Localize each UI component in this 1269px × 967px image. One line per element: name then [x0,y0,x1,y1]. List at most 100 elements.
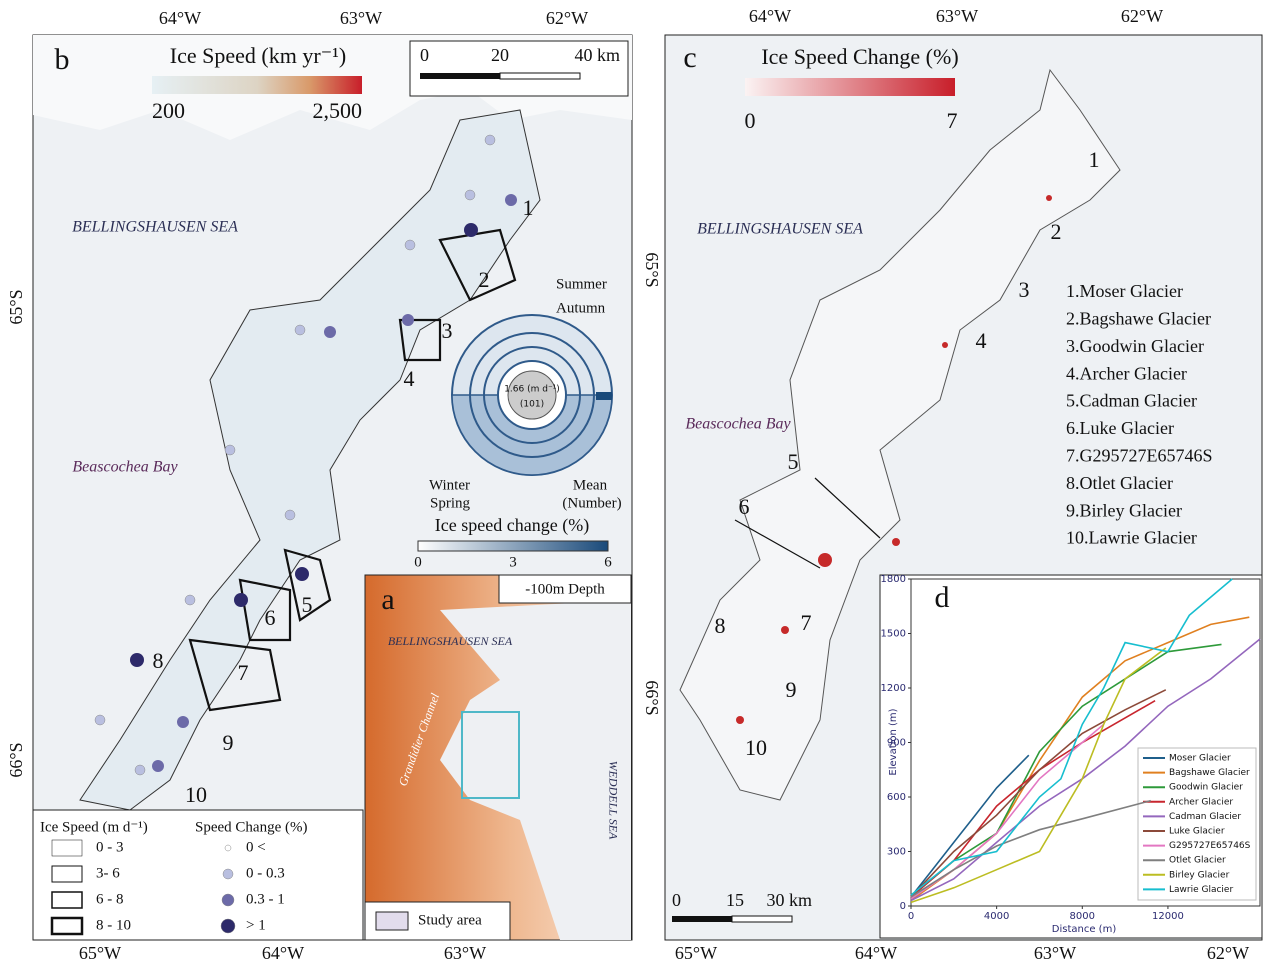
label: c [683,41,696,74]
change-colorbar [745,78,955,96]
label: 2 [479,267,490,292]
label: 0 < [246,839,266,855]
series-line [910,689,1167,898]
scale-bar [499,72,581,80]
scale-bar [672,916,732,922]
label: 64°W [855,943,897,963]
scale-bar [731,915,793,923]
label: 3 [1019,277,1030,302]
arrows [734,477,881,569]
series-line [910,754,1030,898]
label: 64°W [262,943,304,963]
label: 7 [238,660,249,685]
label: 65°S [642,252,662,287]
label: 5 [788,449,799,474]
label: 62°W [546,8,588,28]
label: 6 [604,554,612,570]
label: 600 [887,792,906,803]
label: 4 [976,328,987,353]
label: 9 [223,730,234,755]
label: 0 - 0.3 [246,865,285,881]
label: 10 [745,735,767,760]
label: > 1 [246,917,266,933]
label: 8 [715,613,726,638]
label: Beascochea Bay [72,459,178,476]
legend-change-swatches [220,844,236,934]
change-colorbar [417,540,609,552]
label: Moser Glacier [1169,754,1231,764]
label: 200 [152,98,185,123]
label: 10 [185,782,207,807]
label: 63°W [1034,943,1076,963]
glacier-outlines [79,109,541,811]
label: Spring [430,495,471,511]
label: 4.Archer Glacier [1066,363,1187,383]
label: Bagshawe Glacier [1169,768,1250,778]
label: Summer [556,276,607,292]
label: 0 [414,554,422,570]
label: 6 [265,605,276,630]
label: Elevation (m) [888,708,899,775]
label: 66°S [642,680,662,715]
depth-box [498,574,632,604]
label: 9.Birley Glacier [1066,500,1182,520]
label: BELLINGSHAUSEN SEA [72,219,238,236]
label: 10.Lawrie Glacier [1066,528,1197,548]
label: 8 - 10 [96,917,131,933]
legend-box [32,809,364,941]
label: 0 - 3 [96,839,124,855]
label: 7 [947,108,958,133]
label: 4000 [984,911,1009,922]
label: Lawrie Glacier [1169,885,1233,895]
label: 5.Cadman Glacier [1066,391,1197,411]
label: 1 [523,195,534,220]
label: 3- 6 [96,865,120,881]
label: Ice Speed Change (%) [761,44,958,69]
label: Luke Glacier [1169,827,1225,837]
label: 3.Goodwin Glacier [1066,336,1204,356]
label: 0 [745,108,756,133]
label: 64°W [159,8,201,28]
label: 66°S [6,742,26,777]
series-line [910,647,1167,904]
label: 6.Luke Glacier [1066,418,1174,438]
label: 65°W [675,943,717,963]
label: d [935,581,950,614]
label: 15 [726,890,744,910]
label: 0.3 - 1 [246,891,285,907]
label: 1500 [881,629,906,640]
label: WEDDELL SEA [606,761,620,840]
label: 8 [153,648,164,673]
label: b [55,43,70,76]
scale-bar [420,73,500,79]
label: Winter [429,477,470,493]
label: 0 [672,890,681,910]
scale-box [409,40,629,97]
label: 6 - 8 [96,891,124,907]
label: (101) [520,400,544,410]
label: 1.66 (m d⁻¹) [504,385,560,395]
label: 9 [786,677,797,702]
label: 64°W [749,6,791,26]
label: BELLINGSHAUSEN SEA [388,634,513,648]
speed-change-large [130,223,478,667]
label: 30 km [766,890,812,910]
label: Study area [418,912,482,928]
label: 62°W [1121,6,1163,26]
label: Otlet Glacier [1169,856,1226,866]
label: 5 [302,592,313,617]
series-line [910,643,1222,898]
speed-colorbar [152,76,362,94]
season-chart [451,314,613,476]
label: 4 [404,366,415,391]
peninsula [440,600,631,940]
speed-change-mid [152,194,517,772]
label: 8000 [1070,911,1095,922]
label: Ice Speed (km yr⁻¹) [170,43,346,68]
label: 65°W [79,943,121,963]
glacier-outlines [679,68,1121,801]
label: 1800 [881,574,906,585]
label: Birley Glacier [1169,870,1230,880]
legend-speed-swatches [50,839,84,936]
